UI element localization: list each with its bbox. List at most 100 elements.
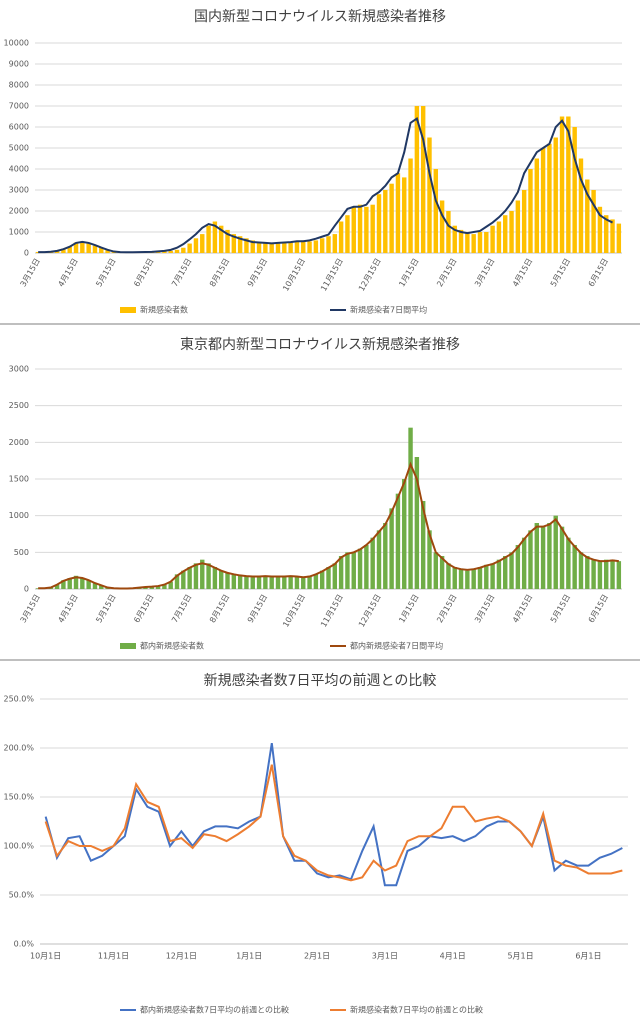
bar — [585, 179, 590, 253]
bar — [534, 523, 539, 589]
bar — [585, 556, 590, 589]
bar — [465, 570, 470, 589]
bar — [332, 563, 338, 589]
legend-swatch — [120, 307, 136, 313]
bar — [181, 570, 186, 589]
bar — [395, 173, 401, 253]
bar — [231, 234, 237, 253]
bar — [490, 563, 495, 589]
bar — [578, 158, 584, 253]
x-tick-label: 8月15日 — [208, 593, 231, 625]
bar — [566, 116, 571, 253]
bar — [67, 578, 72, 589]
x-tick-label: 2月1日 — [304, 952, 330, 961]
bar — [534, 158, 539, 253]
x-tick-label: 9月15日 — [246, 257, 269, 289]
x-tick-label: 4月15日 — [511, 257, 534, 289]
bar — [54, 250, 60, 253]
bar — [458, 229, 464, 253]
bar — [376, 194, 382, 253]
bar — [212, 567, 218, 589]
bar — [288, 575, 293, 589]
bar — [313, 240, 319, 253]
bar — [294, 576, 300, 589]
bar — [420, 501, 426, 589]
bar — [439, 200, 445, 253]
bar — [256, 576, 262, 589]
bar — [168, 581, 173, 589]
y-tick-label: 500 — [14, 548, 29, 557]
x-tick-label: 4月15日 — [511, 593, 534, 625]
x-tick-label: 6月15日 — [587, 593, 610, 625]
bar — [402, 177, 407, 253]
bar — [591, 559, 596, 589]
bar — [174, 574, 180, 589]
legend-swatch — [120, 643, 136, 649]
x-tick-label: 8月15日 — [208, 257, 231, 289]
x-tick-label: 5月15日 — [94, 257, 117, 289]
bar — [408, 427, 413, 589]
bar — [402, 479, 407, 589]
bar — [597, 206, 603, 253]
y-tick-label: 5000 — [9, 144, 29, 153]
bar — [547, 523, 552, 589]
x-tick-label: 6月15日 — [587, 257, 610, 289]
bar — [452, 567, 457, 589]
bar — [307, 241, 312, 253]
bar — [301, 578, 306, 589]
bar — [515, 200, 521, 253]
x-tick-label: 5月15日 — [549, 257, 572, 289]
x-tick-label: 1月1日 — [236, 952, 262, 961]
bar — [496, 559, 502, 589]
y-tick-label: 200.0% — [3, 744, 34, 753]
bar — [99, 247, 104, 253]
bar — [332, 234, 338, 253]
bar — [389, 183, 394, 253]
x-tick-label: 5月15日 — [549, 593, 572, 625]
y-tick-label: 0 — [24, 249, 29, 258]
bar — [99, 585, 104, 589]
bar — [187, 567, 192, 589]
x-tick-label: 2月15日 — [435, 257, 458, 289]
y-tick-label: 1500 — [9, 475, 29, 484]
bar — [200, 234, 205, 253]
legend-label: 新規感染者数 — [140, 305, 188, 315]
y-tick-label: 50.0% — [9, 891, 35, 900]
bar — [231, 574, 237, 589]
bar — [206, 563, 211, 589]
chart-title: 国内新型コロナウイルス新規感染者推移 — [194, 8, 446, 25]
x-tick-label: 12月15日 — [357, 257, 383, 293]
bar — [433, 552, 439, 589]
bar — [282, 576, 287, 589]
x-tick-label: 12月15日 — [357, 593, 383, 629]
bar — [269, 577, 274, 589]
bar — [458, 568, 464, 589]
bar — [452, 225, 457, 253]
x-tick-label: 10月15日 — [281, 257, 307, 293]
bar — [484, 232, 489, 253]
y-tick-label: 10000 — [4, 39, 29, 48]
bar — [503, 215, 508, 253]
y-tick-label: 7000 — [9, 102, 29, 111]
chart-title: 新規感染者数7日平均の前週との比較 — [204, 672, 437, 689]
bar — [250, 577, 255, 589]
bar — [35, 588, 41, 589]
bar — [54, 584, 60, 589]
y-tick-label: 2000 — [9, 438, 29, 447]
legend-label: 都内新規感染者7日間平均 — [350, 641, 443, 651]
x-tick-label: 3月15日 — [19, 257, 42, 289]
bar — [420, 106, 426, 253]
x-tick-label: 4月15日 — [56, 593, 79, 625]
bar — [370, 204, 375, 253]
bar — [477, 567, 483, 589]
bar — [370, 537, 375, 589]
x-tick-label: 10月15日 — [281, 593, 307, 629]
bar — [389, 508, 394, 589]
bar — [269, 242, 274, 253]
x-tick-label: 6月15日 — [132, 593, 155, 625]
bar — [250, 240, 255, 253]
bar — [313, 574, 319, 589]
bar — [244, 238, 249, 253]
bar — [427, 137, 432, 253]
x-tick-label: 10月1日 — [30, 952, 61, 961]
